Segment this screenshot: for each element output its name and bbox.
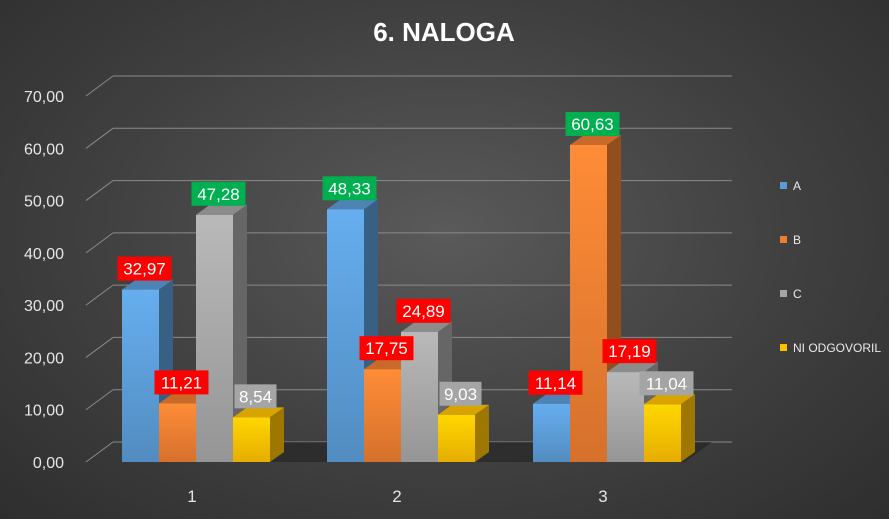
data-label-text: 47,28 xyxy=(197,185,240,204)
bar-front xyxy=(159,403,196,462)
x-tick-label: 3 xyxy=(598,487,607,506)
bar-front xyxy=(233,417,270,462)
data-label: 48,33 xyxy=(323,176,377,200)
data-label-text: 11,21 xyxy=(161,373,202,392)
x-tick-label: 1 xyxy=(187,487,196,506)
bar-front xyxy=(533,404,570,462)
gridline-slant xyxy=(86,181,113,201)
y-tick-label: 50,00 xyxy=(24,194,64,211)
bar-side xyxy=(475,405,489,462)
bar-ni-odgovoril-3 xyxy=(644,394,695,462)
data-label: 47,28 xyxy=(192,182,246,206)
y-tick-label: 0,00 xyxy=(33,455,64,472)
data-label-text: 8,54 xyxy=(239,387,272,406)
data-label: 17,75 xyxy=(360,336,414,360)
legend-label: A xyxy=(793,178,883,194)
legend-label: C xyxy=(793,286,883,302)
data-label-text: 11,14 xyxy=(535,374,576,393)
bar-ni-odgovoril-1 xyxy=(233,407,284,462)
legend-swatch xyxy=(780,290,787,297)
gridline-slant xyxy=(86,76,113,96)
data-label-text: 60,63 xyxy=(571,115,614,134)
data-label: 11,14 xyxy=(529,371,583,395)
legend-item: C xyxy=(780,286,883,302)
data-label-text: 17,75 xyxy=(365,339,408,358)
bar-front xyxy=(438,415,475,462)
data-label-text: 32,97 xyxy=(123,260,166,279)
y-tick-label: 30,00 xyxy=(24,298,64,315)
gridline-slant xyxy=(86,128,113,148)
legend-swatch xyxy=(780,344,787,351)
legend-swatch xyxy=(780,182,787,189)
bar-front xyxy=(644,404,681,462)
data-label: 9,03 xyxy=(440,382,482,406)
data-label: 32,97 xyxy=(118,257,172,281)
y-tick-label: 40,00 xyxy=(24,246,64,263)
y-tick-label: 60,00 xyxy=(24,141,64,158)
gridline-slant xyxy=(86,285,113,305)
data-label-text: 24,89 xyxy=(402,302,445,321)
legend-swatch xyxy=(780,236,787,243)
data-label-text: 9,03 xyxy=(444,385,477,404)
gridline-slant xyxy=(86,442,113,462)
data-label: 8,54 xyxy=(235,384,277,408)
bar-side xyxy=(681,394,695,462)
data-label: 17,19 xyxy=(603,339,657,363)
y-tick-label: 20,00 xyxy=(24,350,64,367)
y-tick-label: 70,00 xyxy=(24,89,64,106)
bar-front xyxy=(327,209,364,462)
gridline-slant xyxy=(86,233,113,253)
x-tick-label: 2 xyxy=(392,487,401,506)
data-label-text: 17,19 xyxy=(608,342,651,361)
bar-front xyxy=(607,372,644,462)
legend-item: B xyxy=(780,232,883,248)
gridline-slant xyxy=(86,337,113,357)
chart-title: 6. NALOGA xyxy=(373,17,515,47)
data-label: 60,63 xyxy=(566,112,620,136)
bar-front xyxy=(196,215,233,462)
legend-item: NI ODGOVORIL xyxy=(780,340,883,356)
legend-label: NI ODGOVORIL xyxy=(793,340,883,356)
bar-front xyxy=(364,369,401,462)
gridline-slant xyxy=(86,390,113,410)
data-label: 11,04 xyxy=(640,371,694,395)
data-label: 11,21 xyxy=(155,370,209,394)
data-label-text: 11,04 xyxy=(646,374,687,393)
legend-item: A xyxy=(780,178,883,194)
bar-ni-odgovoril-2 xyxy=(438,405,489,462)
data-label-text: 48,33 xyxy=(328,179,371,198)
bar-front xyxy=(570,145,607,462)
bar-front xyxy=(122,290,159,462)
legend-label: B xyxy=(793,232,883,248)
y-tick-label: 10,00 xyxy=(24,403,64,420)
data-label: 24,89 xyxy=(397,299,451,323)
